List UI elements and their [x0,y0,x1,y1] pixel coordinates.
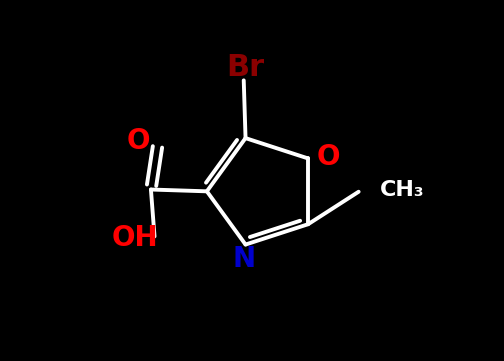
Text: CH₃: CH₃ [381,180,425,200]
Text: Br: Br [226,53,265,82]
Text: O: O [316,143,340,171]
Text: O: O [127,127,150,155]
Text: OH: OH [111,224,158,252]
Text: N: N [232,245,256,273]
